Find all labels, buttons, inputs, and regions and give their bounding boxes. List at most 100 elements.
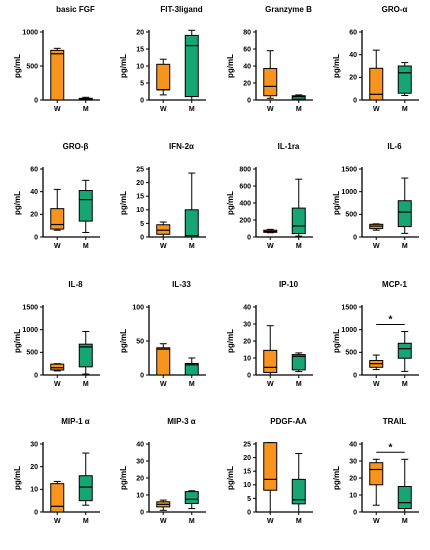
y-tick-label: 500 xyxy=(26,350,38,357)
panel-title: GRO-β xyxy=(63,142,89,151)
box-plot-panel: FIT-3ligand pg/mL 0 5 10 15 20 W M xyxy=(114,0,221,137)
significance-marker: * xyxy=(389,442,393,453)
box-W xyxy=(263,68,278,97)
x-tick-label: W xyxy=(373,243,380,250)
y-tick-label: 0 xyxy=(247,372,251,379)
y-tick-label: 10 xyxy=(243,355,251,362)
y-tick-label: 10 xyxy=(349,492,357,499)
x-tick-label: W xyxy=(160,518,167,525)
x-tick-label: M xyxy=(296,106,302,113)
x-tick-label: W xyxy=(267,518,274,525)
y-tick-label: 0 xyxy=(140,97,144,104)
y-tick-label: 5 xyxy=(247,496,251,503)
y-tick-label: 20 xyxy=(243,80,251,87)
box-plot-svg: IP-10 pg/mL 0 10 20 30 40 W M xyxy=(226,280,313,388)
y-tick-label: 10 xyxy=(136,63,144,70)
y-tick-label: 100 xyxy=(132,304,144,311)
y-tick-label: 30 xyxy=(243,321,251,328)
y-tick-label: 0 xyxy=(34,97,38,104)
box-W xyxy=(50,49,65,101)
panel-title: IL-33 xyxy=(172,280,191,289)
box-plot-svg: basic FGF pg/mL 0 500 1000 W M xyxy=(13,5,100,113)
x-tick-label: M xyxy=(83,106,89,113)
y-axis-label: pg/mL xyxy=(226,329,235,353)
y-tick-label: 40 xyxy=(136,441,144,448)
box-M xyxy=(78,475,93,502)
y-tick-label: 600 xyxy=(239,183,251,190)
y-tick-label: 40 xyxy=(349,441,357,448)
box-M xyxy=(291,95,306,100)
x-tick-label: W xyxy=(267,243,274,250)
y-tick-label: 20 xyxy=(243,338,251,345)
y-axis-label: pg/mL xyxy=(119,329,128,353)
box-M xyxy=(78,343,93,368)
box-plot-svg: IL-33 pg/mL 0 50 100 W M xyxy=(119,280,206,388)
significance-marker: * xyxy=(389,314,393,325)
box-plot-panel: GRO-α pg/mL 0 20 40 60 W M xyxy=(327,0,430,137)
panel-title: basic FGF xyxy=(56,5,95,14)
y-tick-label: 15 xyxy=(136,46,144,53)
y-tick-label: 0 xyxy=(34,234,38,241)
box-plot-panel: Granzyme B pg/mL 0 20 40 60 80 W M xyxy=(221,0,328,137)
y-tick-label: 20 xyxy=(136,475,144,482)
y-tick-label: 0 xyxy=(247,97,251,104)
y-axis-label: pg/mL xyxy=(226,54,235,78)
x-tick-label: M xyxy=(402,518,408,525)
y-tick-label: 40 xyxy=(243,63,251,70)
y-tick-label: 0 xyxy=(353,372,357,379)
y-axis-label: pg/mL xyxy=(13,329,22,353)
y-tick-label: 0 xyxy=(247,234,251,241)
x-tick-label: W xyxy=(267,381,274,388)
y-tick-label: 30 xyxy=(30,441,38,448)
x-tick-label: M xyxy=(83,243,89,250)
box-M xyxy=(397,200,412,228)
x-tick-label: M xyxy=(296,381,302,388)
y-tick-label: 20 xyxy=(30,212,38,219)
x-tick-label: W xyxy=(54,243,61,250)
y-axis-label: pg/mL xyxy=(119,191,128,215)
y-tick-label: 1500 xyxy=(22,304,38,311)
box-plot-svg: GRO-β pg/mL 0 20 40 60 W M xyxy=(13,142,100,250)
box-W xyxy=(156,63,171,91)
y-tick-label: 20 xyxy=(349,75,357,82)
x-tick-label: M xyxy=(189,518,195,525)
y-tick-label: 10 xyxy=(136,492,144,499)
y-tick-label: 0 xyxy=(247,509,251,516)
box-plot-svg: GRO-α pg/mL 0 20 40 60 W M xyxy=(332,5,419,113)
x-tick-label: W xyxy=(54,106,61,113)
y-tick-label: 400 xyxy=(239,200,251,207)
box-plot-panel: GRO-β pg/mL 0 20 40 60 W M xyxy=(8,137,115,274)
box-plot-panel: TRAIL pg/mL 0 10 20 30 40 W M * xyxy=(327,412,430,549)
box-W xyxy=(156,347,171,376)
y-tick-label: 40 xyxy=(243,304,251,311)
y-tick-label: 1500 xyxy=(341,304,357,311)
box-M xyxy=(78,190,93,222)
x-tick-label: W xyxy=(160,243,167,250)
box-M xyxy=(291,478,306,505)
y-tick-label: 200 xyxy=(239,217,251,224)
y-axis-label: pg/mL xyxy=(13,191,22,215)
box-M xyxy=(184,491,199,504)
box-plot-panel: MIP-3 α pg/mL 0 10 20 30 40 W M xyxy=(114,412,221,549)
y-tick-label: 0 xyxy=(34,509,38,516)
y-axis-label: pg/mL xyxy=(119,466,128,490)
panel-title: Granzyme B xyxy=(265,5,312,14)
box-plot-panel: basic FGF pg/mL 0 500 1000 W M xyxy=(8,0,115,137)
y-tick-label: 5 xyxy=(140,80,144,87)
box-W xyxy=(50,363,65,371)
box-W xyxy=(369,67,384,101)
y-tick-label: 1000 xyxy=(341,189,357,196)
y-tick-label: 500 xyxy=(26,63,38,70)
y-tick-label: 0 xyxy=(353,509,357,516)
y-tick-label: 1000 xyxy=(341,327,357,334)
y-tick-label: 80 xyxy=(243,29,251,36)
box-M xyxy=(397,65,412,94)
x-tick-label: M xyxy=(189,106,195,113)
box-plot-svg: IL-6 pg/mL 0 500 1000 1500 W M xyxy=(332,142,419,250)
panel-title: IL-8 xyxy=(68,280,83,289)
y-tick-label: 25 xyxy=(243,441,251,448)
y-axis-label: pg/mL xyxy=(332,466,341,490)
y-tick-label: 800 xyxy=(239,166,251,173)
panel-title: IP-10 xyxy=(279,280,299,289)
y-tick-label: 20 xyxy=(136,29,144,36)
